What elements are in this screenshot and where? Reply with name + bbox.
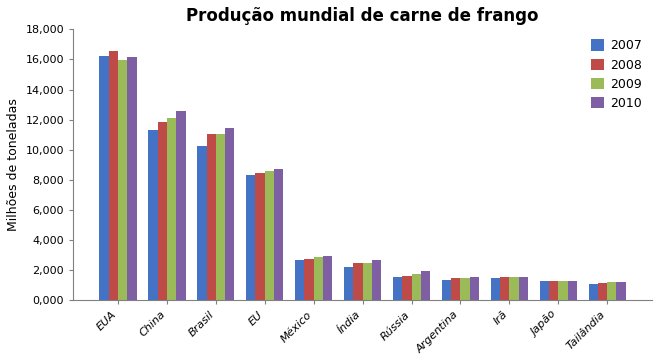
Bar — [451, 278, 461, 300]
Bar — [176, 111, 186, 300]
Bar — [362, 263, 372, 300]
Bar — [442, 280, 451, 300]
Bar — [353, 264, 362, 300]
Bar — [588, 284, 598, 300]
Bar — [304, 259, 314, 300]
Bar — [372, 260, 381, 300]
Bar — [421, 270, 430, 300]
Bar — [500, 277, 509, 300]
Bar — [598, 283, 607, 300]
Bar — [148, 130, 158, 300]
Bar — [549, 281, 558, 300]
Bar — [225, 128, 235, 300]
Title: Produção mundial de carne de frango: Produção mundial de carne de frango — [186, 7, 539, 25]
Bar — [118, 60, 127, 300]
Bar — [167, 118, 176, 300]
Bar — [265, 171, 274, 300]
Bar — [206, 134, 216, 300]
Bar — [256, 173, 265, 300]
Bar — [216, 134, 225, 300]
Bar — [344, 267, 353, 300]
Bar — [616, 282, 626, 300]
Bar — [491, 278, 500, 300]
Bar — [470, 277, 479, 300]
Bar — [393, 277, 402, 300]
Bar — [274, 169, 283, 300]
Bar — [402, 276, 411, 300]
Bar — [323, 256, 332, 300]
Bar — [411, 274, 421, 300]
Bar — [100, 56, 109, 300]
Bar — [109, 51, 118, 300]
Bar — [314, 257, 323, 300]
Bar — [567, 281, 577, 300]
Bar — [461, 278, 470, 300]
Bar — [158, 122, 167, 300]
Bar — [509, 277, 519, 300]
Bar — [246, 174, 256, 300]
Bar — [540, 281, 549, 300]
Bar — [127, 56, 136, 300]
Bar — [558, 281, 567, 300]
Bar — [197, 146, 206, 300]
Bar — [295, 260, 304, 300]
Bar — [607, 282, 616, 300]
Y-axis label: Milhões de toneladas: Milhões de toneladas — [7, 98, 20, 231]
Bar — [519, 277, 528, 300]
Legend: 2007, 2008, 2009, 2010: 2007, 2008, 2009, 2010 — [588, 35, 646, 114]
